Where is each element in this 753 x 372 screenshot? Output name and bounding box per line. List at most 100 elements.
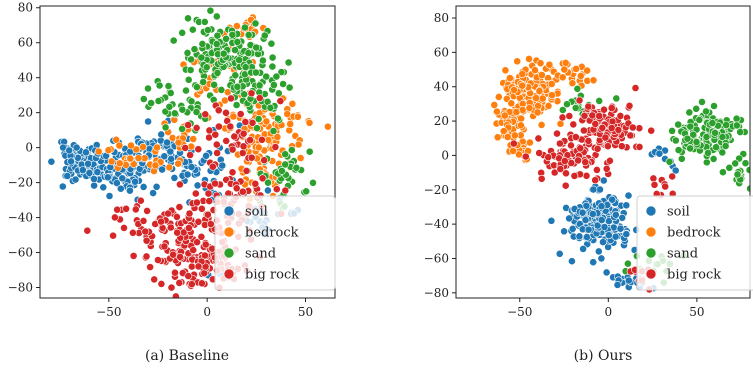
point bbox=[66, 147, 73, 154]
point bbox=[734, 171, 741, 178]
y-tick: 80 bbox=[434, 11, 456, 25]
point bbox=[545, 154, 552, 161]
y-tick-label: 80 bbox=[18, 1, 33, 15]
point bbox=[137, 197, 144, 204]
point bbox=[576, 233, 583, 240]
point bbox=[581, 112, 588, 119]
point bbox=[526, 105, 533, 112]
point bbox=[213, 40, 220, 47]
point bbox=[91, 182, 98, 189]
point bbox=[193, 84, 200, 91]
point bbox=[604, 143, 611, 150]
point bbox=[95, 148, 102, 155]
point bbox=[491, 101, 498, 108]
point bbox=[143, 237, 150, 244]
x-tick-label: −50 bbox=[96, 305, 121, 319]
point bbox=[123, 205, 130, 212]
x-tick: 0 bbox=[203, 298, 211, 319]
y-tick: −40 bbox=[424, 217, 456, 231]
point bbox=[608, 105, 615, 112]
point bbox=[252, 180, 259, 187]
point bbox=[242, 64, 249, 71]
point bbox=[198, 280, 205, 287]
point bbox=[294, 113, 301, 120]
ours-panel: −80−60−40−20020406080−50 0 50soilbedrocksa… bbox=[424, 6, 753, 364]
point bbox=[531, 67, 538, 74]
point bbox=[510, 86, 517, 93]
point bbox=[193, 124, 200, 131]
point bbox=[207, 221, 214, 228]
point bbox=[295, 141, 302, 148]
point bbox=[162, 124, 169, 131]
point bbox=[165, 210, 172, 217]
point bbox=[204, 27, 211, 34]
point bbox=[286, 84, 293, 91]
legend-marker bbox=[224, 227, 234, 237]
point bbox=[493, 108, 500, 115]
point bbox=[648, 127, 655, 134]
point bbox=[261, 157, 268, 164]
point bbox=[211, 81, 218, 88]
point bbox=[273, 73, 280, 80]
y-tick: 20 bbox=[18, 106, 40, 120]
point bbox=[270, 127, 277, 134]
point bbox=[126, 187, 133, 194]
point bbox=[227, 123, 234, 130]
point bbox=[247, 137, 254, 144]
legend-label: bedrock bbox=[245, 226, 299, 241]
point bbox=[710, 102, 717, 109]
point bbox=[282, 161, 289, 168]
point bbox=[636, 143, 643, 150]
point bbox=[140, 143, 147, 150]
point bbox=[263, 73, 270, 80]
y-tick: 60 bbox=[18, 36, 40, 50]
point bbox=[590, 259, 597, 266]
point bbox=[242, 118, 249, 125]
legend-label: soil bbox=[245, 205, 268, 220]
point bbox=[576, 97, 583, 104]
point bbox=[572, 104, 579, 111]
point bbox=[584, 67, 591, 74]
point bbox=[201, 18, 208, 25]
point bbox=[577, 145, 584, 152]
point bbox=[288, 146, 295, 153]
point bbox=[263, 118, 270, 125]
point bbox=[158, 280, 165, 287]
y-tick-label: −80 bbox=[424, 286, 449, 300]
point bbox=[206, 198, 213, 205]
point bbox=[259, 57, 266, 64]
legend-label: sand bbox=[667, 247, 698, 262]
point bbox=[282, 187, 289, 194]
point bbox=[195, 146, 202, 153]
point bbox=[184, 15, 191, 22]
point bbox=[719, 169, 726, 176]
point bbox=[205, 190, 212, 197]
point bbox=[214, 149, 221, 156]
point bbox=[219, 162, 226, 169]
point bbox=[590, 77, 597, 84]
point bbox=[629, 124, 636, 131]
point bbox=[64, 172, 71, 179]
y-tick-label: 60 bbox=[434, 45, 449, 59]
point bbox=[72, 176, 79, 183]
point bbox=[537, 60, 544, 67]
point bbox=[249, 119, 256, 126]
point bbox=[287, 120, 294, 127]
point bbox=[117, 185, 124, 192]
point bbox=[234, 83, 241, 90]
legend-label: sand bbox=[245, 247, 276, 262]
point bbox=[182, 144, 189, 151]
point bbox=[656, 150, 663, 157]
point bbox=[575, 157, 582, 164]
point bbox=[522, 153, 529, 160]
point bbox=[255, 144, 262, 151]
point bbox=[116, 142, 123, 149]
point bbox=[173, 213, 180, 220]
point bbox=[605, 232, 612, 239]
point bbox=[191, 46, 198, 53]
y-tick: −20 bbox=[424, 183, 456, 197]
point bbox=[536, 87, 543, 94]
point bbox=[559, 114, 566, 121]
point bbox=[79, 167, 86, 174]
point bbox=[662, 183, 669, 190]
